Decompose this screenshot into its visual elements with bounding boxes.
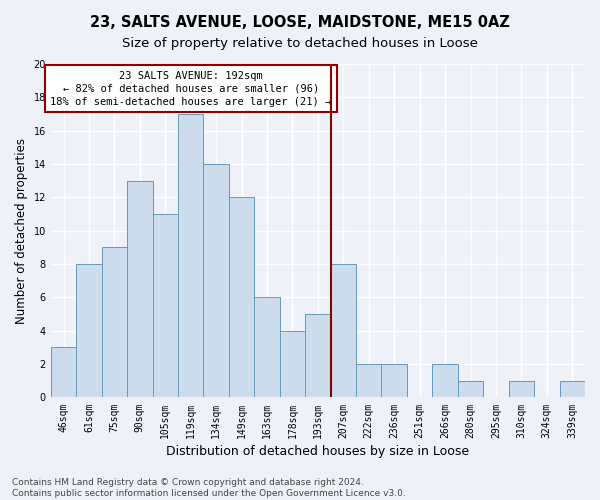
Text: Size of property relative to detached houses in Loose: Size of property relative to detached ho… (122, 38, 478, 51)
Bar (305, 314, 331, 398)
Bar (382, 364, 407, 398)
Bar (76, 264, 101, 398)
Bar (203, 164, 229, 398)
Bar (254, 298, 280, 398)
Bar (331, 264, 356, 398)
X-axis label: Distribution of detached houses by size in Loose: Distribution of detached houses by size … (166, 444, 469, 458)
Bar (152, 214, 178, 398)
Bar (178, 114, 203, 398)
Text: 23 SALTS AVENUE: 192sqm
← 82% of detached houses are smaller (96)
18% of semi-de: 23 SALTS AVENUE: 192sqm ← 82% of detache… (50, 70, 331, 107)
Bar (458, 381, 483, 398)
Bar (356, 364, 382, 398)
Text: 23, SALTS AVENUE, LOOSE, MAIDSTONE, ME15 0AZ: 23, SALTS AVENUE, LOOSE, MAIDSTONE, ME15… (90, 15, 510, 30)
Bar (560, 381, 585, 398)
Bar (229, 198, 254, 398)
Bar (51, 348, 76, 398)
Text: Contains HM Land Registry data © Crown copyright and database right 2024.
Contai: Contains HM Land Registry data © Crown c… (12, 478, 406, 498)
Bar (433, 364, 458, 398)
Y-axis label: Number of detached properties: Number of detached properties (15, 138, 28, 324)
Bar (280, 331, 305, 398)
Bar (509, 381, 534, 398)
Bar (101, 248, 127, 398)
Bar (127, 180, 152, 398)
